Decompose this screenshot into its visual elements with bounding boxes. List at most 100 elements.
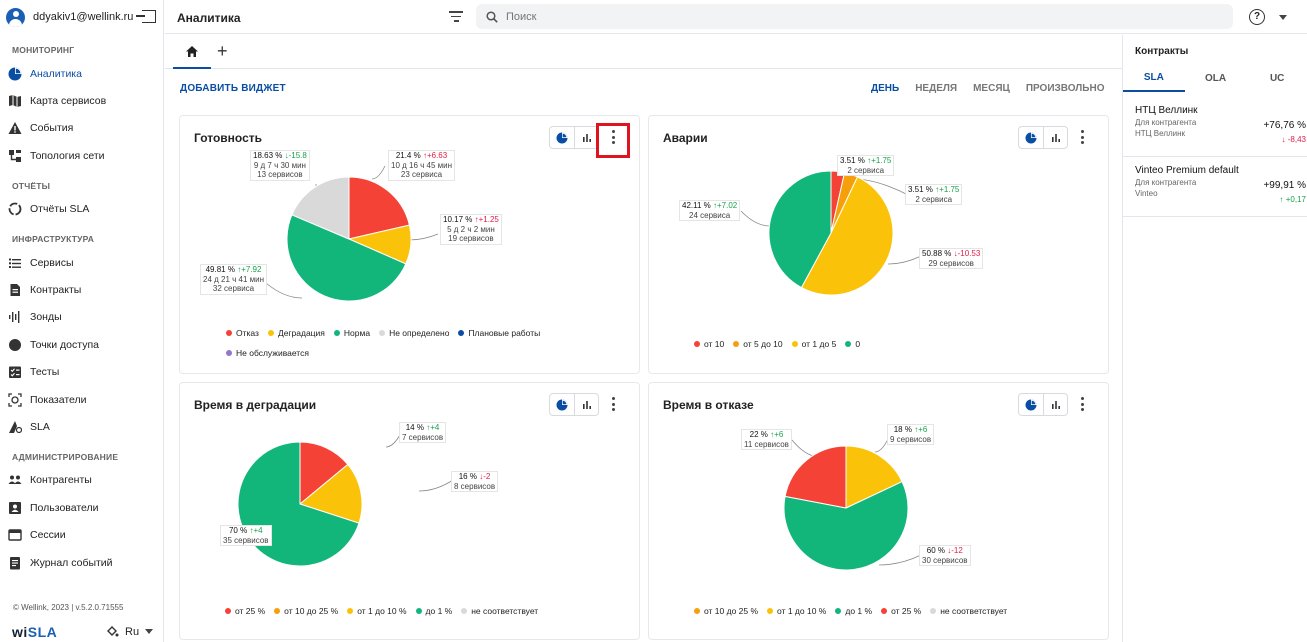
pie-slice-0[interactable] bbox=[845, 445, 903, 509]
legend-item[interactable]: до 1 % bbox=[835, 606, 872, 616]
legend-item[interactable]: до 1 % bbox=[416, 606, 453, 616]
highlight-box bbox=[596, 123, 630, 158]
pie-slice-0[interactable] bbox=[348, 176, 411, 240]
legend-item[interactable]: не соответствует bbox=[930, 606, 1007, 616]
slice-delta-arrow: ↑ bbox=[474, 215, 479, 224]
legend-item[interactable]: от 25 % bbox=[225, 606, 265, 616]
more-options-icon[interactable] bbox=[608, 395, 618, 413]
sidebar-item-checklist[interactable]: Тесты bbox=[0, 359, 163, 386]
user-profile[interactable]: ddyakiv1@wellink.ru bbox=[0, 0, 163, 34]
slice-label: 49.81 % ↑+7.92 24 д 21 ч 41 мин 32 сервиса bbox=[200, 264, 268, 295]
pie-chart-toggle-button[interactable] bbox=[1019, 127, 1043, 148]
bar-chart-toggle-button[interactable] bbox=[1043, 394, 1067, 415]
sidebar-section-title: МОНИТОРИНГ bbox=[12, 45, 75, 55]
pie-slice-1[interactable] bbox=[298, 463, 363, 524]
logout-icon[interactable] bbox=[136, 10, 156, 23]
slice-label-line2: 7 сервисов bbox=[402, 432, 444, 442]
pie-chart-toggle-button[interactable] bbox=[550, 127, 574, 148]
tab-sla[interactable]: SLA bbox=[1123, 65, 1185, 92]
user-email: ddyakiv1@wellink.ru bbox=[33, 11, 134, 23]
bar-chart-toggle-button[interactable] bbox=[1043, 127, 1067, 148]
period-selector: ДЕНЬ НЕДЕЛЯ МЕСЯЦ ПРОИЗВОЛЬНО bbox=[871, 83, 1120, 94]
sidebar-item-label: Топология сети bbox=[30, 149, 105, 162]
sidebar-item-sla[interactable]: SLA bbox=[0, 413, 163, 440]
add-tab-button[interactable]: + bbox=[217, 41, 228, 61]
period-3[interactable]: ПРОИЗВОЛЬНО bbox=[1025, 83, 1105, 94]
sidebar-item-user-card[interactable]: Пользователи bbox=[0, 494, 163, 521]
legend-item[interactable]: от 1 до 10 % bbox=[767, 606, 826, 616]
sidebar-item-window[interactable]: Сессии bbox=[0, 521, 163, 548]
sidebar-item-group[interactable]: Контрагенты bbox=[0, 467, 163, 494]
sidebar-item-label: Отчёты SLA bbox=[30, 203, 90, 216]
sidebar-item-list[interactable]: Сервисы bbox=[0, 249, 163, 276]
pie-slice-2[interactable] bbox=[784, 445, 847, 509]
tab-ola[interactable]: OLA bbox=[1204, 73, 1227, 84]
pie-slice-3[interactable] bbox=[768, 170, 832, 289]
legend-item[interactable]: от 10 до 25 % bbox=[694, 606, 758, 616]
legend-item[interactable]: не соответствует bbox=[461, 606, 538, 616]
tab-home[interactable] bbox=[173, 35, 211, 69]
tab-uc[interactable]: UC bbox=[1269, 73, 1285, 84]
legend-item[interactable]: от 25 % bbox=[881, 606, 921, 616]
legend-item[interactable]: Деградация bbox=[268, 328, 325, 338]
slice-label: 14 % ↑+4 7 сервисов bbox=[399, 422, 447, 443]
period-2[interactable]: МЕСЯЦ bbox=[973, 83, 1010, 94]
legend-item[interactable]: Плановые работы bbox=[458, 328, 540, 338]
sidebar-item-probe[interactable]: Зонды bbox=[0, 304, 163, 331]
slice-delta: -15.8 bbox=[288, 151, 307, 160]
add-widget-button[interactable]: ДОБАВИТЬ ВИДЖЕТ bbox=[180, 83, 286, 94]
chart-legend: от 10 от 5 до 10 от 1 до 5 0 bbox=[694, 339, 994, 349]
pie-chart-toggle-button[interactable] bbox=[550, 394, 574, 415]
sidebar-item-warning[interactable]: События bbox=[0, 115, 163, 142]
legend-item[interactable]: 0 bbox=[845, 339, 860, 349]
sidebar-item-dot[interactable]: Точки доступа bbox=[0, 331, 163, 358]
legend-item[interactable]: от 10 bbox=[694, 339, 724, 349]
bar-chart-toggle-button[interactable] bbox=[574, 394, 598, 415]
language-selector[interactable]: Ru bbox=[106, 625, 154, 638]
sidebar-item-pie-chart[interactable]: Аналитика bbox=[0, 60, 163, 87]
sidebar-item-report[interactable]: Отчёты SLA bbox=[0, 196, 163, 223]
pie-slice-2[interactable] bbox=[800, 176, 894, 296]
search-input[interactable] bbox=[506, 10, 1106, 23]
contract-name: НТЦ Веллинк bbox=[1135, 105, 1198, 116]
bar-chart-toggle-button[interactable] bbox=[574, 127, 598, 148]
account-menu-caret-icon[interactable] bbox=[1279, 15, 1287, 20]
legend-item[interactable]: Отказ bbox=[226, 328, 259, 338]
pie-slice-0[interactable] bbox=[299, 441, 349, 506]
contract-item[interactable]: Vinteo Premium default Для контрагента Vin… bbox=[1123, 157, 1307, 217]
more-options-icon[interactable] bbox=[608, 128, 618, 146]
legend-item[interactable]: от 5 до 10 bbox=[733, 339, 782, 349]
avatar[interactable] bbox=[6, 7, 25, 27]
slice-delta: +1.75 bbox=[939, 185, 960, 194]
legend-item[interactable]: Не обслуживается bbox=[226, 348, 309, 358]
more-options-icon[interactable] bbox=[1077, 128, 1087, 146]
sidebar-item-journal[interactable]: Журнал событий bbox=[0, 549, 163, 576]
pie-chart bbox=[265, 165, 439, 302]
filter-icon[interactable] bbox=[449, 11, 463, 23]
pie-slice-2[interactable] bbox=[286, 214, 407, 302]
legend-item[interactable]: Не определено bbox=[379, 328, 449, 338]
sidebar-item-map[interactable]: Карта сервисов bbox=[0, 87, 163, 114]
slice-label-main: 50.88 % ↓-10.53 bbox=[922, 249, 980, 259]
sidebar-item-metrics[interactable]: Показатели bbox=[0, 386, 163, 413]
legend-item[interactable]: от 1 до 10 % bbox=[347, 606, 406, 616]
pie-slice-3[interactable] bbox=[291, 176, 350, 240]
pie-slice-1[interactable] bbox=[783, 480, 909, 571]
period-1[interactable]: НЕДЕЛЯ bbox=[915, 83, 958, 94]
slice-label-line3: 32 сервиса bbox=[212, 284, 255, 293]
slice-percent: 22 % bbox=[749, 430, 768, 439]
pie-chart-icon bbox=[8, 67, 22, 81]
slice-label-line2: 2 сервиса bbox=[847, 165, 885, 175]
legend-item[interactable]: Норма bbox=[334, 328, 370, 338]
legend-item[interactable]: от 10 до 25 % bbox=[274, 606, 338, 616]
sidebar-item-document[interactable]: Контракты bbox=[0, 276, 163, 303]
legend-item[interactable]: от 1 до 5 bbox=[792, 339, 837, 349]
help-icon[interactable]: ? bbox=[1249, 9, 1265, 25]
period-0[interactable]: ДЕНЬ bbox=[871, 83, 900, 94]
pie-chart-toggle-button[interactable] bbox=[1019, 394, 1043, 415]
sidebar-item-topology[interactable]: Топология сети bbox=[0, 142, 163, 169]
slice-percent: 60 % bbox=[926, 546, 945, 555]
search-box[interactable] bbox=[476, 4, 1233, 29]
more-options-icon[interactable] bbox=[1077, 395, 1087, 413]
contract-item[interactable]: НТЦ Веллинк Для контрагента НТЦ Веллинк +76… bbox=[1123, 97, 1307, 157]
